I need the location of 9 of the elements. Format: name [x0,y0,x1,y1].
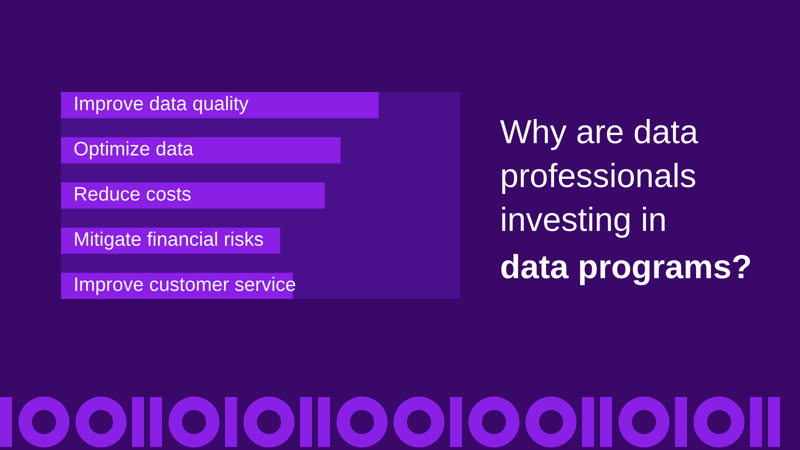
y-tick-label: Improve data quality [75,96,249,114]
y-tick-label: Optimize data [74,141,194,160]
bar [61,182,325,209]
bar [61,92,379,118]
y-tick-label: Reduce costs [75,186,191,201]
text: Why are data professionals investing in data programs? [500,119,750,286]
y-tick-label: Improve customer service [75,276,296,295]
bar [61,137,341,164]
y-tick-label: Mitigate financial risks [75,232,263,250]
